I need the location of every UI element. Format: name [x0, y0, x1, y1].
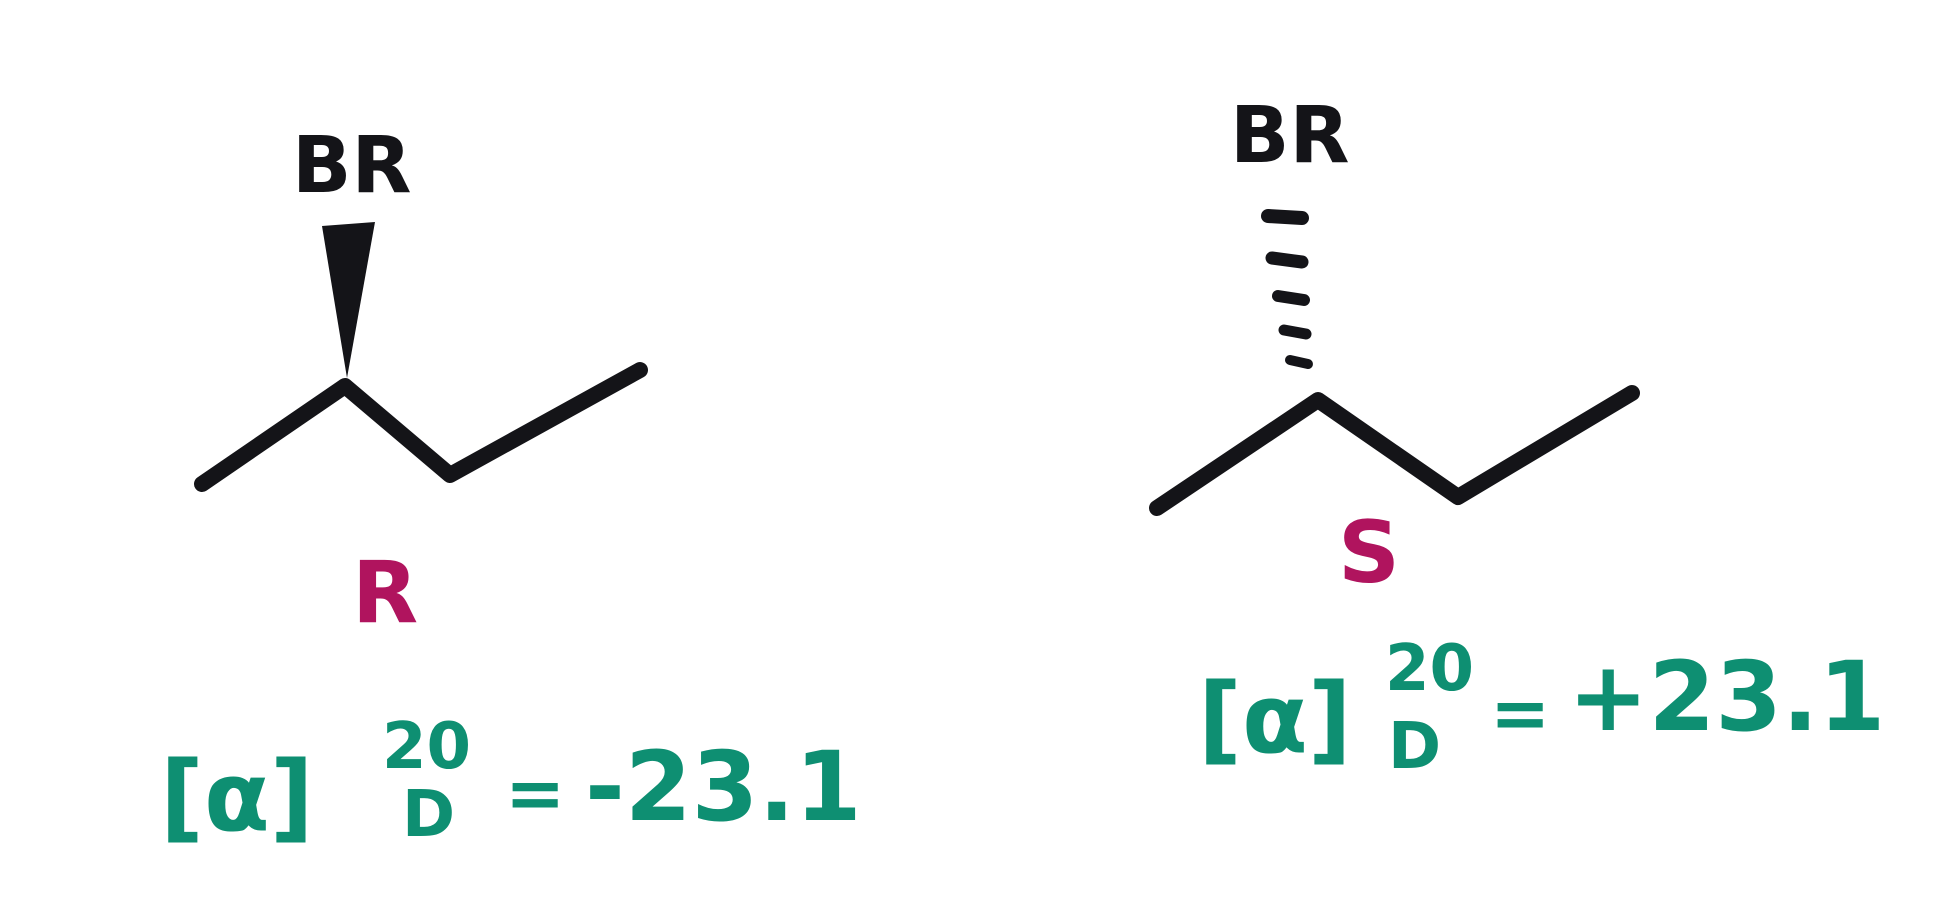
rotation-value-r: -23.1: [585, 731, 862, 843]
temperature-superscript-r: 20: [382, 710, 471, 784]
alpha-symbol-s: [α]: [1198, 663, 1352, 775]
configuration-label-s: S: [1338, 503, 1400, 603]
skeletal-structure-s: [1149, 385, 1640, 516]
wavelength-subscript-r: D: [402, 778, 455, 852]
optical-rotation-s: [α] 20 D = +23.1: [1198, 632, 1885, 784]
molecule-s: BR S [α] 20 D = +23.1: [1149, 91, 1885, 784]
equals-sign-s: =: [1490, 671, 1550, 755]
bromine-label-s: BR: [1230, 91, 1350, 181]
carbon-chain-r: [194, 362, 648, 492]
bromine-label-r: BR: [292, 121, 412, 211]
optical-rotation-r: [α] 20 D = -23.1: [160, 710, 862, 853]
temperature-superscript-s: 20: [1385, 632, 1474, 706]
molecule-r: BR R [α] 20 D = -23.1: [160, 121, 862, 853]
wavelength-subscript-s: D: [1388, 710, 1441, 784]
skeletal-structure-r: [194, 362, 648, 492]
equals-sign-r: =: [505, 751, 565, 835]
rotation-value-s: +23.1: [1568, 641, 1885, 753]
wedge-bond: [322, 222, 375, 378]
configuration-label-r: R: [352, 543, 418, 643]
hash-bond: [1261, 209, 1313, 369]
alpha-symbol-r: [α]: [160, 741, 314, 853]
carbon-chain-s: [1149, 385, 1640, 516]
